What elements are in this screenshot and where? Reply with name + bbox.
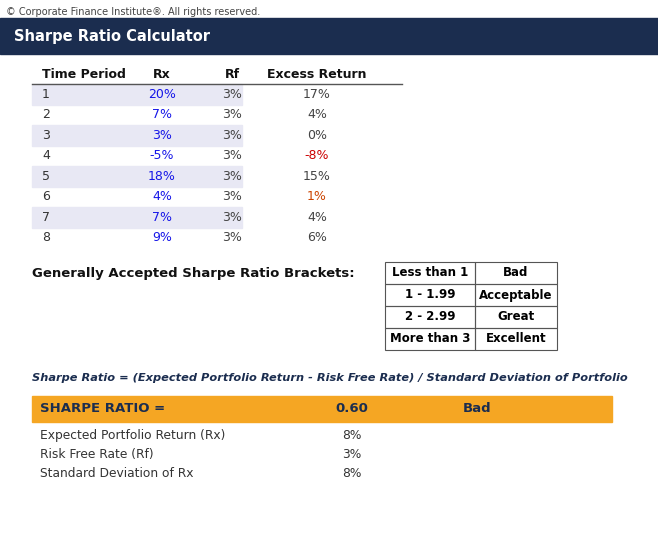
Text: Sharpe Ratio Calculator: Sharpe Ratio Calculator xyxy=(14,29,210,43)
Text: 9%: 9% xyxy=(152,231,172,244)
Text: Bad: Bad xyxy=(463,403,492,415)
Text: 3%: 3% xyxy=(222,108,242,121)
Text: 3: 3 xyxy=(42,129,50,142)
Text: Great: Great xyxy=(497,311,534,323)
Text: 5: 5 xyxy=(42,170,50,183)
Text: 3%: 3% xyxy=(222,170,242,183)
Text: Acceptable: Acceptable xyxy=(479,289,553,301)
Text: Less than 1: Less than 1 xyxy=(392,267,468,279)
Text: 4%: 4% xyxy=(307,108,327,121)
Text: 3%: 3% xyxy=(342,448,362,461)
Text: 3%: 3% xyxy=(152,129,172,142)
Text: 1%: 1% xyxy=(307,190,327,204)
Text: -5%: -5% xyxy=(150,149,174,162)
Text: Standard Deviation of Rx: Standard Deviation of Rx xyxy=(40,467,193,480)
Text: 2: 2 xyxy=(42,108,50,121)
Text: 15%: 15% xyxy=(303,170,331,183)
Text: © Corporate Finance Institute®. All rights reserved.: © Corporate Finance Institute®. All righ… xyxy=(6,7,261,17)
Text: 3%: 3% xyxy=(222,231,242,244)
Bar xyxy=(385,328,475,350)
Bar xyxy=(0,18,658,54)
Text: 4: 4 xyxy=(42,149,50,162)
Bar xyxy=(385,306,475,328)
Text: 8%: 8% xyxy=(342,467,362,480)
Text: Excellent: Excellent xyxy=(486,333,546,345)
Text: 0.60: 0.60 xyxy=(336,403,368,415)
Text: 3%: 3% xyxy=(222,129,242,142)
Bar xyxy=(475,306,557,328)
Text: Rx: Rx xyxy=(153,69,171,81)
Text: 8%: 8% xyxy=(342,429,362,442)
Text: 17%: 17% xyxy=(303,88,331,101)
Text: 0%: 0% xyxy=(307,129,327,142)
Text: Generally Accepted Sharpe Ratio Brackets:: Generally Accepted Sharpe Ratio Brackets… xyxy=(32,267,355,279)
Text: Risk Free Rate (Rf): Risk Free Rate (Rf) xyxy=(40,448,153,461)
Text: 7%: 7% xyxy=(152,211,172,224)
Text: 1: 1 xyxy=(42,88,50,101)
Text: 20%: 20% xyxy=(148,88,176,101)
Bar xyxy=(32,84,242,104)
Bar xyxy=(32,396,612,422)
Text: 8: 8 xyxy=(42,231,50,244)
Text: -8%: -8% xyxy=(305,149,329,162)
Bar xyxy=(475,284,557,306)
Bar xyxy=(32,166,242,186)
Text: Excess Return: Excess Return xyxy=(267,69,367,81)
Bar xyxy=(475,262,557,284)
Text: Bad: Bad xyxy=(503,267,528,279)
Text: 6%: 6% xyxy=(307,231,327,244)
Bar xyxy=(385,284,475,306)
Text: 7%: 7% xyxy=(152,108,172,121)
Text: 3%: 3% xyxy=(222,211,242,224)
Text: 1 - 1.99: 1 - 1.99 xyxy=(405,289,455,301)
Text: 2 - 2.99: 2 - 2.99 xyxy=(405,311,455,323)
Bar xyxy=(32,207,242,228)
Text: 3%: 3% xyxy=(222,190,242,204)
Bar xyxy=(32,125,242,146)
Text: 3%: 3% xyxy=(222,88,242,101)
Text: More than 3: More than 3 xyxy=(390,333,470,345)
Text: SHARPE RATIO =: SHARPE RATIO = xyxy=(40,403,165,415)
Text: 4%: 4% xyxy=(152,190,172,204)
Text: Rf: Rf xyxy=(224,69,240,81)
Text: 4%: 4% xyxy=(307,211,327,224)
Text: 7: 7 xyxy=(42,211,50,224)
Text: 18%: 18% xyxy=(148,170,176,183)
Text: 6: 6 xyxy=(42,190,50,204)
Text: Time Period: Time Period xyxy=(42,69,126,81)
Text: Sharpe Ratio = (Expected Portfolio Return - Risk Free Rate) / Standard Deviation: Sharpe Ratio = (Expected Portfolio Retur… xyxy=(32,373,628,383)
Bar xyxy=(475,328,557,350)
Text: 3%: 3% xyxy=(222,149,242,162)
Bar xyxy=(385,262,475,284)
Text: Expected Portfolio Return (Rx): Expected Portfolio Return (Rx) xyxy=(40,429,226,442)
